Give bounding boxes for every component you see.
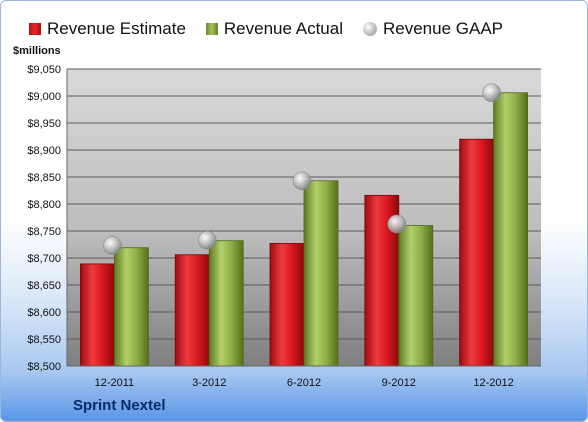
bar-revenue-actual (208, 240, 244, 367)
y-tick-label: $8,850 (27, 172, 61, 184)
x-tick-label: 12-2012 (473, 377, 513, 389)
company-name: Sprint Nextel (73, 397, 166, 414)
y-tick-label: $8,750 (27, 226, 61, 238)
y-tick-label: $8,700 (27, 253, 61, 265)
legend-label-revenue-estimate: Revenue Estimate (47, 19, 186, 38)
legend-swatch-revenue-estimate (29, 23, 41, 35)
bar-revenue-estimate (269, 243, 305, 367)
y-tick-label: $8,550 (27, 334, 61, 346)
bar-revenue-actual (398, 225, 434, 367)
x-tick-label: 3-2012 (192, 377, 226, 389)
bar-revenue-estimate (80, 263, 115, 367)
marker-revenue-gaap (103, 236, 122, 255)
x-tick-label: 6-2012 (287, 377, 321, 389)
legend-item-revenue-gaap: Revenue GAAP (363, 19, 503, 39)
marker-revenue-gaap (197, 230, 217, 250)
y-tick-label: $9,050 (27, 64, 61, 76)
x-tick-label: 9-2012 (382, 377, 416, 389)
bar-revenue-estimate (459, 138, 495, 367)
y-tick-label: $8,900 (27, 145, 61, 157)
bar-revenue-actual (114, 247, 149, 367)
y-tick-label: $8,950 (27, 118, 61, 130)
y-tick-label: $8,500 (27, 361, 61, 373)
legend-swatch-revenue-actual (205, 23, 218, 35)
marker-revenue-gaap (482, 83, 501, 103)
legend-swatch-revenue-gaap (363, 22, 377, 36)
bar-revenue-actual (303, 180, 339, 367)
y-axis-unit-label: $millions (13, 45, 61, 57)
y-tick-label: $8,600 (27, 307, 61, 319)
chart-legend: Revenue Estimate Revenue Actual Revenue … (29, 17, 503, 41)
y-tick-label: $8,800 (27, 199, 61, 211)
marker-revenue-gaap (292, 171, 312, 191)
marker-revenue-gaap (387, 214, 407, 234)
bar-revenue-actual (493, 92, 529, 367)
y-tick-label: $8,650 (27, 280, 61, 292)
bar-revenue-estimate (174, 254, 210, 367)
legend-label-revenue-gaap: Revenue GAAP (383, 19, 504, 38)
legend-item-revenue-actual: Revenue Actual (205, 19, 343, 39)
y-tick-label: $9,000 (27, 91, 61, 103)
x-tick-label: 12-2011 (95, 377, 135, 389)
legend-item-revenue-estimate: Revenue Estimate (29, 19, 186, 39)
legend-label-revenue-actual: Revenue Actual (223, 19, 343, 38)
